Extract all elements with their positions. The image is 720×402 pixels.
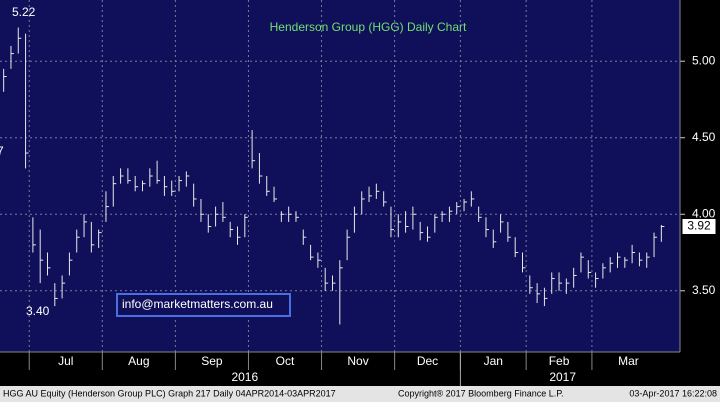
x-tick-label: Dec — [417, 354, 438, 368]
x-tick-label: Feb — [549, 354, 570, 368]
y-tick-label: 3.50 — [692, 283, 716, 297]
year-label: 2016 — [231, 370, 258, 384]
y-tick-label: 4.50 — [692, 130, 716, 144]
x-tick-label: Jan — [484, 354, 503, 368]
x-tick-label: Sep — [201, 354, 223, 368]
footer-left: HGG AU Equity (Henderson Group PLC) Grap… — [3, 388, 336, 398]
watermark: info@marketmatters.com.au — [122, 297, 273, 311]
annotation: 7 — [0, 144, 4, 158]
y-tick-label: 4.00 — [692, 206, 716, 220]
bars — [3, 27, 665, 325]
last-price-label: 3.92 — [687, 219, 711, 233]
x-tick-label: Oct — [276, 354, 295, 368]
x-tick-label: Aug — [128, 354, 149, 368]
x-tick-label: Jul — [58, 354, 73, 368]
last-price-box — [681, 218, 717, 236]
x-tick-label: Nov — [347, 354, 368, 368]
chart-title: Henderson Group (HGG) Daily Chart — [270, 20, 467, 34]
year-label: 2017 — [549, 370, 576, 384]
footer-bar — [0, 386, 720, 402]
footer-right: 03-Apr-2017 16:22:08 — [629, 388, 717, 398]
annotation: 5.22 — [12, 5, 36, 19]
watermark-box — [116, 293, 291, 317]
annotation: 3.40 — [26, 304, 50, 318]
footer-center: Copyright® 2017 Bloomberg Finance L.P. — [398, 388, 564, 398]
footer: HGG AU Equity (Henderson Group PLC) Grap… — [3, 388, 717, 398]
y-tick-label: 5.00 — [692, 53, 716, 67]
x-tick-label: Mar — [618, 354, 639, 368]
